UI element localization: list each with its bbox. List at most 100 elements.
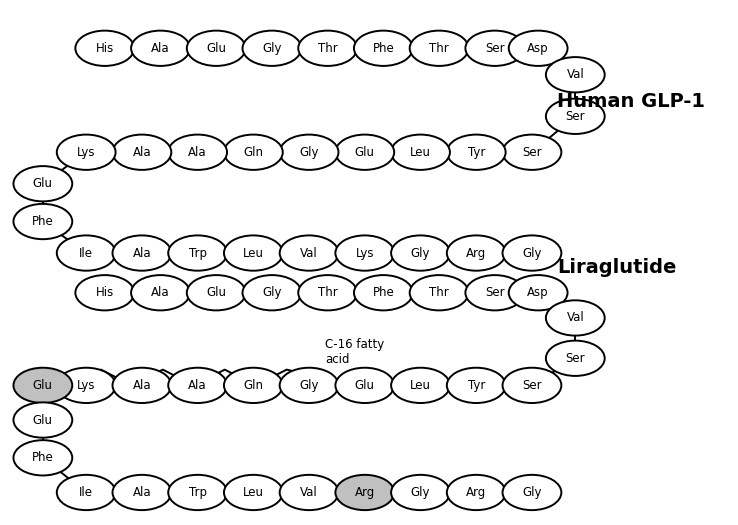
Ellipse shape xyxy=(391,368,450,403)
Text: Tyr: Tyr xyxy=(468,146,485,159)
Ellipse shape xyxy=(224,235,283,271)
Ellipse shape xyxy=(112,235,171,271)
Ellipse shape xyxy=(466,275,524,310)
Text: Val: Val xyxy=(566,68,584,81)
Ellipse shape xyxy=(503,475,562,510)
Ellipse shape xyxy=(391,134,450,170)
Text: Phe: Phe xyxy=(32,452,54,464)
Ellipse shape xyxy=(224,134,283,170)
Text: Ala: Ala xyxy=(151,286,170,299)
Text: Asp: Asp xyxy=(528,42,549,55)
Ellipse shape xyxy=(75,30,134,66)
Text: Arg: Arg xyxy=(355,486,375,499)
Ellipse shape xyxy=(57,475,116,510)
Ellipse shape xyxy=(391,235,450,271)
Ellipse shape xyxy=(280,134,339,170)
Text: Thr: Thr xyxy=(430,42,449,55)
Text: Thr: Thr xyxy=(318,286,337,299)
Ellipse shape xyxy=(354,30,413,66)
Ellipse shape xyxy=(168,475,227,510)
Ellipse shape xyxy=(335,134,394,170)
Text: Ala: Ala xyxy=(133,247,151,259)
Text: His: His xyxy=(96,286,114,299)
Ellipse shape xyxy=(57,368,116,403)
Text: Ala: Ala xyxy=(188,146,207,159)
Ellipse shape xyxy=(280,475,339,510)
Text: Ile: Ile xyxy=(79,247,93,259)
Ellipse shape xyxy=(546,341,604,376)
Ellipse shape xyxy=(391,475,450,510)
Ellipse shape xyxy=(335,475,394,510)
Text: Glu: Glu xyxy=(33,414,53,426)
Text: Thr: Thr xyxy=(318,42,337,55)
Text: Lys: Lys xyxy=(77,146,95,159)
Ellipse shape xyxy=(75,275,134,310)
Text: Ala: Ala xyxy=(133,486,151,499)
Ellipse shape xyxy=(503,368,562,403)
Ellipse shape xyxy=(187,275,246,310)
Text: Gly: Gly xyxy=(411,486,430,499)
Text: Asp: Asp xyxy=(528,286,549,299)
Ellipse shape xyxy=(354,275,413,310)
Ellipse shape xyxy=(335,235,394,271)
Text: Human GLP-1: Human GLP-1 xyxy=(557,92,706,111)
Text: Val: Val xyxy=(300,247,318,259)
Text: Gly: Gly xyxy=(411,247,430,259)
Ellipse shape xyxy=(168,368,227,403)
Text: Gly: Gly xyxy=(262,286,282,299)
Ellipse shape xyxy=(57,134,116,170)
Ellipse shape xyxy=(280,368,339,403)
Text: Leu: Leu xyxy=(410,379,431,392)
Text: Arg: Arg xyxy=(466,247,486,259)
Text: Ser: Ser xyxy=(485,42,505,55)
Ellipse shape xyxy=(546,300,604,335)
Text: Gly: Gly xyxy=(523,247,542,259)
Text: Phe: Phe xyxy=(373,42,394,55)
Text: Tyr: Tyr xyxy=(468,379,485,392)
Ellipse shape xyxy=(508,30,568,66)
Ellipse shape xyxy=(410,275,469,310)
Text: Glu: Glu xyxy=(206,42,227,55)
Ellipse shape xyxy=(243,30,301,66)
Ellipse shape xyxy=(13,204,72,239)
Ellipse shape xyxy=(298,30,357,66)
Ellipse shape xyxy=(13,402,72,438)
Ellipse shape xyxy=(446,134,506,170)
Text: Glu: Glu xyxy=(355,379,375,392)
Text: Glu: Glu xyxy=(33,177,53,190)
Ellipse shape xyxy=(298,275,357,310)
Text: Lys: Lys xyxy=(356,247,374,259)
Text: Ala: Ala xyxy=(133,379,151,392)
Text: Arg: Arg xyxy=(466,486,486,499)
Ellipse shape xyxy=(224,368,283,403)
Text: Glu: Glu xyxy=(33,379,53,392)
Text: Gly: Gly xyxy=(300,146,319,159)
Text: Glu: Glu xyxy=(206,286,227,299)
Ellipse shape xyxy=(410,30,469,66)
Ellipse shape xyxy=(446,368,506,403)
Ellipse shape xyxy=(13,368,72,403)
Text: Ser: Ser xyxy=(565,352,585,365)
Ellipse shape xyxy=(466,30,524,66)
Text: Lys: Lys xyxy=(77,379,95,392)
Ellipse shape xyxy=(546,99,604,134)
Text: Ser: Ser xyxy=(485,286,505,299)
Ellipse shape xyxy=(131,275,190,310)
Ellipse shape xyxy=(508,275,568,310)
Text: Val: Val xyxy=(300,486,318,499)
Ellipse shape xyxy=(13,166,72,202)
Text: Ile: Ile xyxy=(79,486,93,499)
Ellipse shape xyxy=(112,475,171,510)
Text: Ser: Ser xyxy=(523,379,542,392)
Text: Phe: Phe xyxy=(32,215,54,228)
Ellipse shape xyxy=(112,368,171,403)
Text: C-16 fatty
acid: C-16 fatty acid xyxy=(325,339,384,366)
Ellipse shape xyxy=(335,368,394,403)
Ellipse shape xyxy=(503,134,562,170)
Text: Leu: Leu xyxy=(410,146,431,159)
Text: Leu: Leu xyxy=(243,247,264,259)
Text: Ala: Ala xyxy=(151,42,170,55)
Text: Thr: Thr xyxy=(430,286,449,299)
Ellipse shape xyxy=(112,134,171,170)
Ellipse shape xyxy=(546,57,604,92)
